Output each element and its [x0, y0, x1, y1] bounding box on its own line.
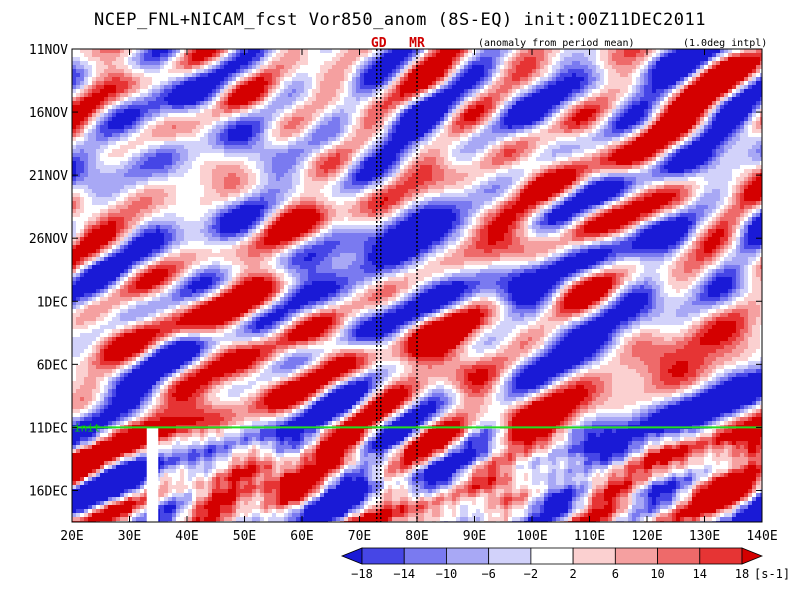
- y-tick-label: 16DEC: [29, 484, 68, 499]
- marker-label: MR: [409, 36, 425, 51]
- colorbar-level-label: −18: [351, 567, 373, 581]
- missing-data-band: [146, 427, 159, 522]
- colorbar-swatch: [361, 547, 405, 565]
- x-tick-label: 80E: [405, 529, 428, 544]
- overlay-layer: [72, 49, 762, 522]
- colorbar-low-triangle: [340, 547, 363, 565]
- x-tick-label: 40E: [175, 529, 198, 544]
- y-tick-label: 1DEC: [37, 295, 68, 310]
- colorbar-level-label: 14: [693, 567, 707, 581]
- colorbar-level-label: 18: [735, 567, 749, 581]
- colorbar-level-label: 2: [569, 567, 576, 581]
- colorbar-swatch: [403, 547, 447, 565]
- colorbar-swatch: [614, 547, 658, 565]
- colorbar-swatch: [572, 547, 616, 565]
- x-tick-label: 50E: [233, 529, 256, 544]
- field-layer: [72, 49, 762, 522]
- y-tick-label: 16NOV: [29, 106, 68, 121]
- y-tick-label: 26NOV: [29, 232, 68, 247]
- x-tick-label: 70E: [348, 529, 371, 544]
- colorbar-level-label: −10: [436, 567, 458, 581]
- init-label: init: [74, 421, 101, 434]
- colorbar-level-label: −2: [524, 567, 538, 581]
- colorbar-swatch: [530, 547, 574, 565]
- colorbar-level-label: 10: [650, 567, 664, 581]
- y-tick-label: 11NOV: [29, 43, 68, 58]
- x-tick-label: 100E: [516, 529, 547, 544]
- y-tick-label: 11DEC: [29, 421, 68, 436]
- colorbar-swatch: [699, 547, 743, 565]
- colorbar-swatch: [446, 547, 490, 565]
- interp-note: (1.0deg intpl): [683, 38, 767, 49]
- x-tick-label: 30E: [118, 529, 141, 544]
- chart-title: NCEP_FNL+NICAM_fcst Vor850_anom (8S-EQ) …: [94, 10, 706, 30]
- y-tick-label: 21NOV: [29, 169, 68, 184]
- colorbar: −18 −14 −10 −6 −2 2 6 10 14 18 [s-1]: [340, 547, 790, 581]
- anomaly-note: (anomaly from period mean): [478, 38, 635, 49]
- colorbar-swatch: [488, 547, 532, 565]
- x-tick-label: 90E: [463, 529, 486, 544]
- x-tick-label: 130E: [689, 529, 720, 544]
- colorbar-level-label: −6: [481, 567, 495, 581]
- colorbar-swatch: [657, 547, 701, 565]
- colorbar-high-triangle: [741, 547, 764, 565]
- y-tick-label: 6DEC: [37, 358, 68, 373]
- colorbar-unit: [s-1]: [754, 567, 790, 581]
- x-tick-label: 120E: [631, 529, 662, 544]
- x-tick-label: 60E: [290, 529, 313, 544]
- colorbar-level-label: 6: [612, 567, 619, 581]
- x-tick-label: 110E: [574, 529, 605, 544]
- axes-layer: 20E 30E 40E 50E 60E 70E 80E 90E 100E 110E 120E 130E…: [29, 36, 778, 544]
- marker-label: GD: [371, 36, 387, 51]
- x-tick-label: 20E: [60, 529, 83, 544]
- colorbar-level-label: −14: [393, 567, 415, 581]
- x-tick-label: 140E: [746, 529, 777, 544]
